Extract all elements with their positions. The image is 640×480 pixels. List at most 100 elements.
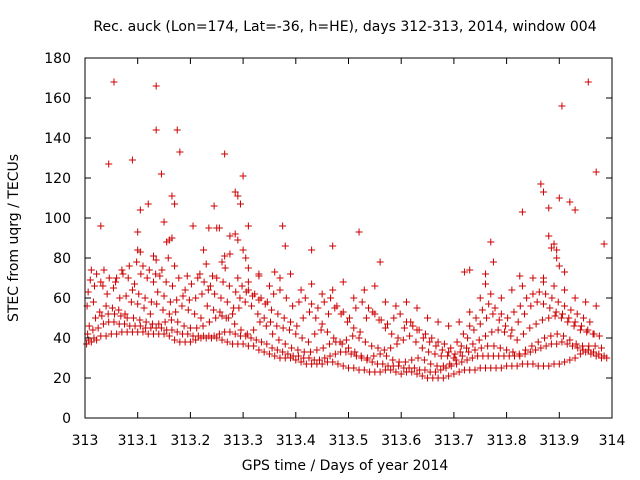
data-point	[202, 260, 210, 268]
data-point	[415, 326, 423, 334]
data-point	[488, 328, 496, 336]
data-point	[257, 294, 265, 302]
data-point	[210, 202, 218, 210]
data-point	[320, 298, 328, 306]
data-point	[165, 310, 173, 318]
data-point	[229, 310, 237, 318]
data-point	[218, 336, 226, 344]
data-point	[186, 338, 194, 346]
data-point	[566, 336, 574, 344]
data-point	[379, 360, 387, 368]
data-point	[99, 320, 107, 328]
data-point	[393, 340, 401, 348]
data-point	[566, 356, 574, 364]
data-point	[231, 320, 239, 328]
data-point	[308, 246, 316, 254]
data-point	[175, 274, 183, 282]
data-point	[271, 352, 279, 360]
data-point	[336, 338, 344, 346]
data-point	[561, 302, 569, 310]
data-point	[547, 244, 555, 252]
data-point	[142, 318, 150, 326]
data-point	[247, 334, 255, 342]
data-point	[455, 368, 463, 376]
data-point	[263, 340, 271, 348]
data-point	[297, 358, 305, 366]
data-point	[284, 350, 292, 358]
data-point	[304, 338, 312, 346]
data-point	[355, 228, 363, 236]
data-point	[176, 148, 184, 156]
data-point	[223, 338, 231, 346]
data-point	[205, 318, 213, 326]
data-point	[242, 254, 250, 262]
data-point	[475, 336, 483, 344]
x-tick-label: 313.4	[276, 433, 316, 449]
data-point	[564, 318, 572, 326]
data-point	[489, 310, 497, 318]
data-point	[319, 344, 327, 352]
data-point	[139, 262, 147, 270]
x-tick-label: 313.9	[539, 433, 579, 449]
data-point	[526, 348, 534, 356]
data-point	[218, 258, 226, 266]
data-point	[453, 338, 461, 346]
data-point	[276, 286, 284, 294]
data-point	[97, 278, 105, 286]
data-point	[136, 206, 144, 214]
data-point	[592, 302, 600, 310]
data-point	[104, 310, 112, 318]
data-point	[368, 358, 376, 366]
data-point	[92, 314, 100, 322]
data-point	[592, 168, 600, 176]
data-point	[206, 282, 214, 290]
data-point	[243, 330, 251, 338]
data-point	[513, 362, 521, 370]
data-point	[148, 320, 156, 328]
data-point	[421, 366, 429, 374]
data-point	[550, 282, 558, 290]
data-point	[432, 342, 440, 350]
data-point	[523, 294, 531, 302]
data-point	[342, 348, 350, 356]
data-point	[269, 330, 277, 338]
data-point	[173, 296, 181, 304]
data-point	[244, 222, 252, 230]
data-point	[576, 350, 584, 358]
data-point	[487, 290, 495, 298]
data-point	[239, 246, 247, 254]
data-point	[218, 312, 226, 320]
data-point	[365, 304, 373, 312]
data-point	[595, 350, 603, 358]
data-point	[494, 326, 502, 334]
y-tick-label: 160	[44, 91, 71, 107]
data-point	[189, 222, 197, 230]
data-point	[239, 340, 247, 348]
data-point	[392, 302, 400, 310]
data-point	[470, 326, 478, 334]
data-point	[568, 342, 576, 350]
data-point	[561, 268, 569, 276]
data-point	[434, 338, 442, 346]
data-point	[440, 340, 448, 348]
data-point	[413, 370, 421, 378]
data-point	[376, 368, 384, 376]
x-tick-label: 313	[72, 433, 99, 449]
data-point	[408, 368, 416, 376]
data-point	[268, 306, 276, 314]
data-point	[516, 302, 524, 310]
data-point	[513, 336, 521, 344]
y-tick-label: 140	[44, 131, 71, 147]
data-point	[318, 320, 326, 328]
data-point	[300, 348, 308, 356]
data-point	[155, 320, 163, 328]
data-point	[466, 266, 474, 274]
data-point	[402, 318, 410, 326]
data-point	[463, 344, 471, 352]
data-point	[234, 236, 242, 244]
data-point	[156, 272, 164, 280]
data-point	[418, 344, 426, 352]
data-point	[558, 310, 566, 318]
